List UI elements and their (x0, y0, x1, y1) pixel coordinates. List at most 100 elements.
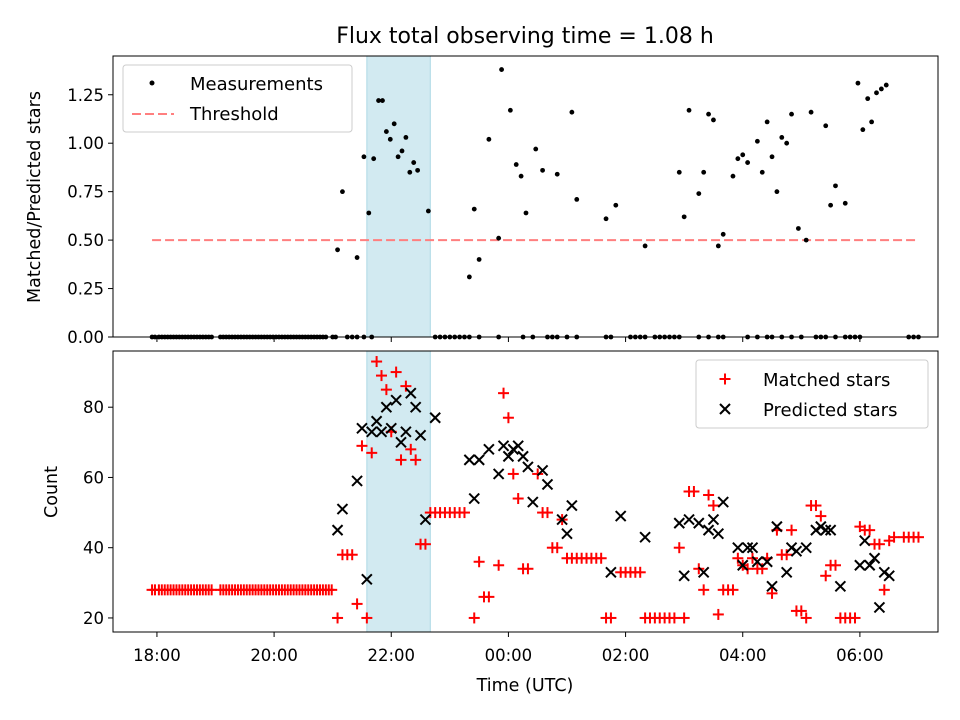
x-tick-label: 22:00 (367, 646, 415, 665)
matched-stars-layer (146, 356, 924, 624)
predicted-star-marker (883, 570, 895, 582)
measurement-point (340, 189, 345, 195)
predicted-star-marker (707, 513, 720, 526)
matched-star-marker (361, 612, 373, 624)
measurement-point (518, 173, 524, 179)
measurement-point (391, 121, 397, 127)
measurement-point (383, 129, 389, 134)
measurement-point (642, 243, 648, 249)
measurement-point (366, 210, 372, 216)
measurement-point (745, 160, 751, 165)
predicted-star-marker (854, 559, 866, 571)
matched-star-marker (668, 612, 680, 624)
measurement-point (759, 169, 765, 175)
measurement-point (769, 154, 775, 160)
x-tick-label: 02:00 (602, 646, 650, 665)
measurement-point (696, 191, 702, 196)
predicted-star-marker (492, 468, 505, 480)
measurement-point (883, 82, 889, 88)
top-axes-frame (112, 55, 939, 338)
predicted-star-marker (673, 517, 685, 529)
measurement-point (603, 216, 609, 222)
measurement-point (361, 154, 367, 160)
matched-star-marker (541, 507, 553, 519)
measurement-point (686, 107, 692, 113)
predicted-star-marker (605, 566, 617, 578)
predicted-star-marker (405, 387, 417, 399)
predicted-star-marker (771, 520, 783, 533)
measurement-point (869, 119, 875, 125)
measurement-point (411, 160, 417, 165)
matched-star-marker (395, 454, 407, 466)
matched-legend-label: Matched stars (763, 370, 890, 391)
matched-star-marker (766, 587, 778, 599)
measurement-point (740, 152, 746, 158)
predicted-star-marker (639, 531, 651, 543)
predicted-star-marker (497, 440, 510, 452)
bottom-axes-frame (112, 350, 939, 633)
predicted-star-marker (737, 559, 749, 571)
predicted-star-marker (820, 524, 832, 536)
matched-star-marker (795, 605, 807, 617)
top-legend: Measurements Threshold (122, 64, 353, 133)
predicted-star-marker (873, 601, 886, 614)
matched-star-marker (473, 556, 485, 568)
measurement-point (407, 169, 413, 175)
matched-star-marker (502, 412, 514, 424)
top-observing-span (366, 55, 431, 338)
matched-star-marker (864, 524, 876, 536)
matched-star-marker (468, 612, 480, 624)
measurement-point (376, 98, 381, 103)
matched-star-marker (829, 559, 841, 571)
predicted-star-marker (522, 461, 534, 473)
measurement-point (676, 169, 682, 175)
matched-star-marker (595, 552, 607, 564)
bottom-legend-box (695, 359, 929, 429)
y-tick-label: 1.00 (67, 134, 104, 153)
matched-star-marker (366, 447, 378, 459)
predicted-star-marker (761, 556, 773, 568)
measurement-point (833, 183, 838, 189)
matched-star-marker (605, 612, 617, 624)
x-axis-label: Time (UTC) (476, 676, 574, 696)
measurement-point (828, 202, 834, 208)
predicted-star-marker (712, 527, 725, 540)
predicted-star-marker (556, 513, 568, 526)
measurement-point (574, 197, 580, 202)
predicted-star-marker (527, 496, 539, 508)
measurement-point (499, 67, 504, 72)
predicted-star-marker (751, 556, 764, 568)
predicted-star-marker (834, 580, 847, 593)
matched-star-marker (912, 531, 924, 543)
predicted-legend-label: Predicted stars (763, 400, 897, 421)
predicted-star-marker (824, 524, 837, 536)
predicted-star-marker (536, 464, 549, 477)
predicted-star-marker (390, 394, 402, 406)
predicted-star-marker (380, 401, 393, 413)
predicted-star-marker (780, 566, 793, 578)
chart-title: Flux total observing time = 1.08 h (336, 24, 714, 49)
measurement-point (395, 154, 401, 160)
predicted-star-marker (863, 559, 876, 571)
predicted-star-marker (766, 580, 778, 593)
predicted-star-marker (697, 566, 710, 578)
bottom-y-axis-label: Count (42, 466, 62, 518)
matched-star-marker (712, 608, 724, 620)
matched-star-marker (810, 500, 822, 512)
predicted-star-marker (331, 524, 344, 536)
predicted-star-marker (561, 527, 573, 540)
y-tick-label: 0.00 (67, 328, 104, 347)
predicted-star-marker (790, 545, 803, 557)
top-panel: 0.00 0.25 0.50 0.75 1.00 1.25 Matched/Predict… (25, 55, 939, 347)
matched-star-marker (410, 454, 422, 466)
y-tick-label: 20 (83, 609, 104, 628)
predicted-legend-marker (719, 403, 731, 415)
matched-star-marker (878, 584, 890, 596)
matched-star-marker (688, 486, 700, 497)
matched-star-marker (483, 591, 495, 603)
predicted-star-marker (859, 534, 871, 547)
measurement-point (735, 156, 741, 162)
measurement-point (403, 134, 409, 140)
y-tick-label: 40 (83, 539, 104, 558)
